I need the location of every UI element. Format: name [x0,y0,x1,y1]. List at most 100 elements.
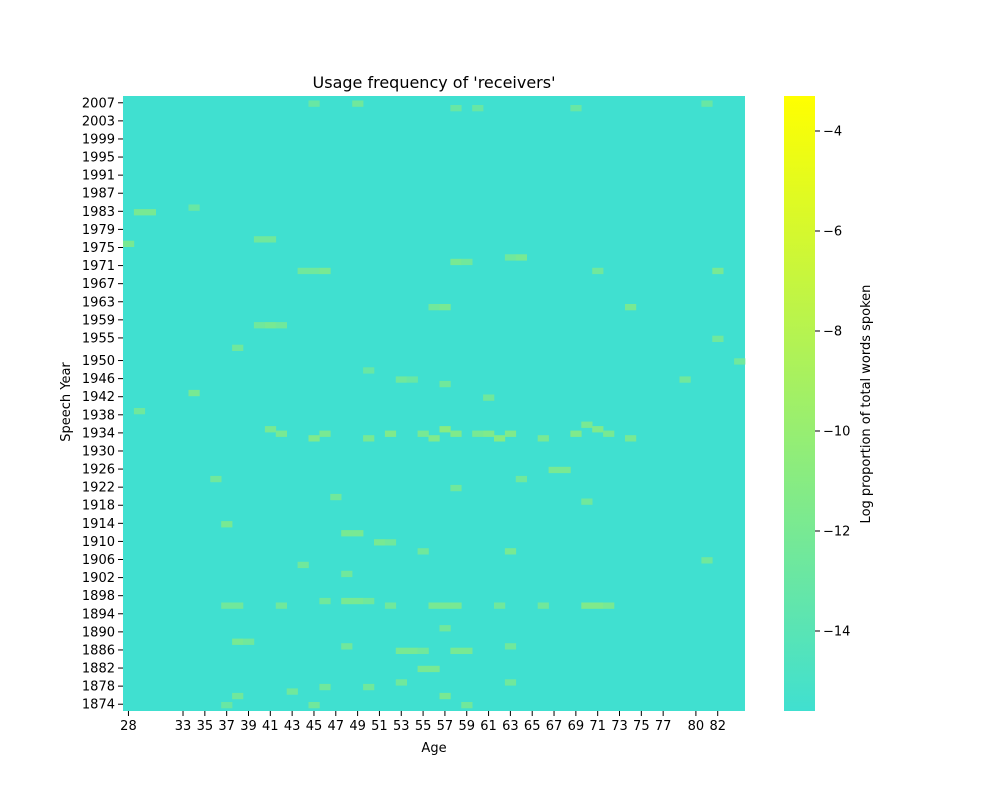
heatmap-cell [450,484,462,492]
heatmap-cell [712,267,724,275]
heatmap-cell [221,602,233,609]
heatmap-cell [221,521,233,528]
heatmap-cell [243,638,255,645]
heatmap-cell [504,548,517,555]
x-tick-label: 47 [328,719,345,734]
x-tick-label: 49 [349,719,366,734]
x-tick-label: 37 [218,719,235,734]
x-tick-label: 82 [709,719,726,734]
heatmap-cell [352,100,364,107]
y-tick-label: 2003 [82,114,115,129]
x-tick-label: 41 [262,719,279,734]
heatmap-cell [232,692,244,700]
heatmap-cell [319,430,331,437]
heatmap-cell [712,335,724,342]
heatmap-cell [537,602,549,609]
colorbar-tick-label: −12 [823,525,850,540]
y-tick-label: 1999 [82,132,115,147]
heatmap-cell [581,602,593,609]
heatmap-cell [439,380,451,388]
y-tick-label: 1995 [82,151,115,166]
y-tick-label: 1926 [82,463,115,478]
colorbar-ticks: −4 −6 −8 −10 −12 −14 [815,125,850,640]
heatmap-cell [232,602,244,609]
y-tick-label: 1979 [82,223,115,238]
colorbar-tick-label: −4 [823,125,842,140]
heatmap-cell [537,435,549,442]
heatmap-cell [548,466,560,474]
heatmap-cell [439,692,451,700]
heatmap-background [123,96,745,711]
heatmap-cell [144,209,156,216]
heatmap-cell [494,435,506,442]
y-tick-label: 1898 [82,589,115,604]
y-tick-label: 1894 [82,607,115,622]
heatmap-cell [570,105,582,112]
heatmap-cell [341,570,353,578]
y-tick-label: 1906 [82,553,115,568]
colorbar-tick-label: −14 [823,625,850,640]
heatmap-cell [341,530,353,537]
heatmap-cell [417,665,429,673]
heatmap-cell [603,430,615,437]
heatmap-cell [504,430,517,437]
heatmap-cell [461,702,473,709]
y-tick-label: 1930 [82,444,115,459]
heatmap-cell [264,236,277,243]
y-tick-label: 1914 [82,517,115,532]
heatmap-cell [308,702,320,709]
y-tick-label: 1922 [82,481,115,496]
x-tick-label: 77 [655,719,672,734]
heatmap-cell [221,702,233,709]
x-tick-label: 45 [306,719,323,734]
colorbar-label: Log proportion of total words spoken [859,285,874,524]
heatmap-cell [384,539,397,546]
y-tick-label: 1987 [82,187,115,202]
heatmap-cell [188,204,200,211]
y-tick-label: 1971 [82,259,115,274]
heatmap-cell [133,408,146,415]
heatmap-cell [494,602,506,609]
y-tick-label: 1934 [82,426,115,441]
heatmap-cell [504,679,517,686]
colorbar-tick-label: −6 [823,225,842,240]
x-tick-label: 33 [175,719,192,734]
chart-title: Usage frequency of 'receivers' [313,73,556,92]
heatmap-cell [701,557,713,564]
heatmap-cell [439,602,451,609]
heatmap-cell [319,597,331,605]
heatmap-cell [581,421,593,428]
x-tick-label: 67 [546,719,563,734]
x-tick-label: 28 [120,719,137,734]
heatmap-cell [461,258,473,266]
heatmap-cell [439,304,451,311]
heatmap-cell [417,548,429,555]
heatmap-cell [483,430,495,437]
colorbar-tick-label: −10 [823,425,850,440]
heatmap-cell [253,236,266,243]
y-tick-label: 1955 [82,331,115,346]
x-tick-label: 63 [502,719,519,734]
heatmap-cell [319,683,331,691]
colorbar-tick-label: −8 [823,325,842,340]
y-tick-label: 1874 [82,698,115,713]
y-tick-label: 1991 [82,169,115,184]
y-axis-label: Speech Year [59,362,74,442]
heatmap-cell [341,643,353,650]
heatmap-cell [275,602,287,609]
heatmap-cell [297,267,309,275]
heatmap-cell [308,267,320,275]
heatmap-cell [428,435,440,442]
heatmap-cell [253,322,266,329]
heatmap-cell [439,625,451,632]
heatmap-cell [363,597,375,605]
heatmap-cell [275,322,287,329]
heatmap-cell [264,426,277,433]
heatmap-cell [395,376,407,383]
heatmap-cell [515,475,527,483]
y-tick-label: 1967 [82,277,115,292]
heatmap-cell [679,376,691,383]
heatmap-cell [363,683,375,691]
heatmap-cell [352,530,364,537]
